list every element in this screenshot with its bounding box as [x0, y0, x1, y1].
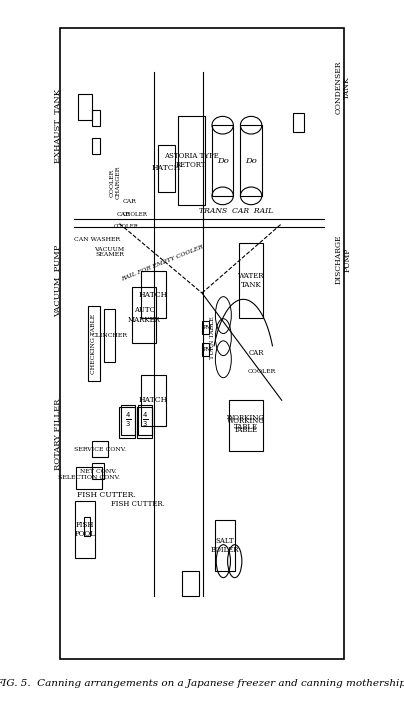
Bar	[75, 501, 95, 558]
Text: SERVICE CONV.: SERVICE CONV.	[74, 447, 126, 451]
Bar	[138, 404, 152, 435]
Text: COOLER: COOLER	[114, 224, 139, 229]
Bar	[121, 404, 135, 435]
Text: CONDENSER
TANK: CONDENSER TANK	[334, 61, 351, 114]
Bar	[93, 463, 104, 479]
Bar	[93, 139, 99, 154]
Text: VACUUM  PUMP: VACUUM PUMP	[54, 244, 62, 317]
Text: Do: Do	[217, 156, 229, 165]
Text: FISH CUTTER.: FISH CUTTER.	[77, 491, 136, 499]
Text: $\frac{4}{3}$: $\frac{4}{3}$	[142, 411, 148, 429]
Bar	[104, 308, 115, 362]
Bar	[120, 407, 135, 438]
Text: FISH
POOL: FISH POOL	[75, 521, 96, 538]
Bar	[93, 110, 99, 125]
Text: CAR: CAR	[117, 212, 130, 217]
Bar	[84, 517, 90, 536]
Bar	[158, 144, 175, 192]
Bar	[93, 442, 108, 457]
Bar	[132, 287, 156, 343]
Bar	[76, 467, 102, 489]
Text: SALT
BOILER: SALT BOILER	[210, 537, 239, 554]
Text: CAR: CAR	[248, 349, 264, 357]
Bar	[78, 95, 93, 120]
Text: PM: PM	[203, 347, 213, 353]
Text: FISH CUTTER.: FISH CUTTER.	[111, 501, 165, 508]
Bar	[137, 407, 152, 438]
Text: HATCH: HATCH	[139, 291, 168, 299]
Text: DISCHARGE
PUMP: DISCHARGE PUMP	[334, 235, 351, 284]
Text: TRANS  CAR  RAIL: TRANS CAR RAIL	[199, 207, 273, 215]
Text: NET CONV.: NET CONV.	[80, 469, 116, 474]
Text: VACUUM
SEAMER: VACUUM SEAMER	[95, 247, 124, 257]
Text: WORKING
TABLE: WORKING TABLE	[227, 414, 265, 431]
Bar	[182, 571, 199, 596]
Bar	[178, 116, 205, 205]
Bar	[229, 400, 263, 451]
Bar	[215, 520, 235, 571]
Text: Do: Do	[245, 156, 257, 165]
Text: PM: PM	[203, 325, 213, 330]
Text: $\frac{4}{3}$: $\frac{4}{3}$	[124, 411, 131, 429]
Text: CHARGER: CHARGER	[116, 166, 120, 199]
Bar	[141, 271, 166, 318]
Text: CHECKING TABLE: CHECKING TABLE	[91, 313, 96, 374]
Text: WATER
TANK: WATER TANK	[238, 272, 264, 289]
Bar	[202, 343, 209, 356]
Bar	[212, 125, 234, 196]
Text: TURN TABLE: TURN TABLE	[210, 316, 215, 358]
Text: EXHAUST  TANK: EXHAUST TANK	[54, 89, 62, 163]
Text: RAIL FOR EMPTY COOLER: RAIL FOR EMPTY COOLER	[120, 244, 204, 282]
Text: CAR: CAR	[122, 199, 136, 204]
Bar	[141, 375, 166, 426]
Text: COOLER: COOLER	[123, 212, 147, 217]
Bar	[202, 321, 209, 334]
Text: HATCH: HATCH	[152, 165, 181, 172]
Bar	[293, 113, 305, 132]
Text: COOLER: COOLER	[248, 369, 276, 374]
Text: CAN WASHER: CAN WASHER	[74, 237, 120, 242]
Text: COOLER: COOLER	[110, 168, 115, 197]
Text: AUTO
MARKER: AUTO MARKER	[128, 306, 161, 324]
Text: ROTARY FILLER: ROTARY FILLER	[54, 399, 62, 470]
Text: CLINCHER: CLINCHER	[91, 333, 128, 338]
Bar	[88, 306, 99, 381]
Text: SELECTION CONV.: SELECTION CONV.	[58, 475, 120, 480]
Bar	[239, 243, 263, 318]
Text: FIG. 5.  Canning arrangements on a Japanese freezer and canning mothership.: FIG. 5. Canning arrangements on a Japane…	[0, 679, 404, 688]
Bar	[240, 125, 262, 196]
Text: HATCH: HATCH	[139, 396, 168, 404]
Text: WORKING
TABLE: WORKING TABLE	[227, 417, 265, 434]
Text: ASTORIA TYPE
RETORT: ASTORIA TYPE RETORT	[164, 152, 219, 169]
